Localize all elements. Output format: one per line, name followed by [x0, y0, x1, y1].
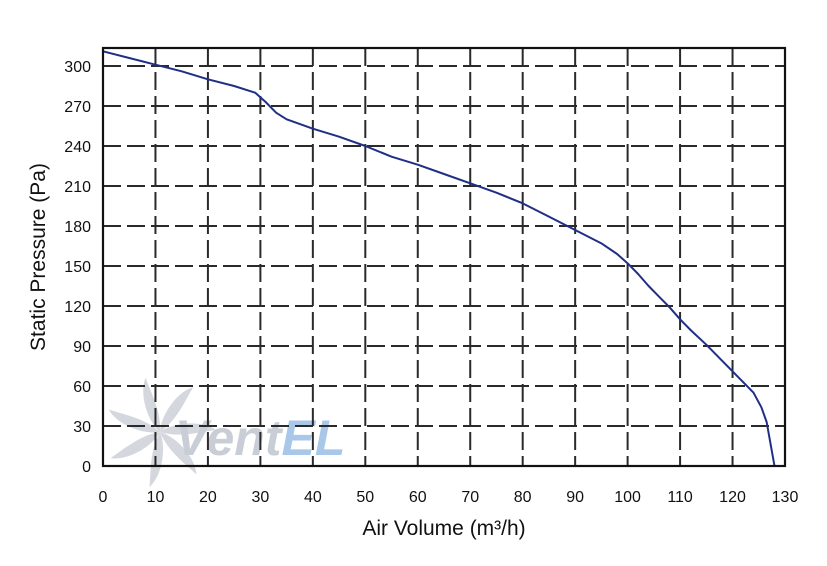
- y-axis-ticks: 0 30 60 90 120 150 180 210 240 270 300: [64, 59, 91, 476]
- x-tick-label: 0: [99, 489, 108, 506]
- watermark-fan-blade: [110, 432, 160, 459]
- y-tick-label: 0: [82, 459, 91, 476]
- watermark-text-left: Vent: [175, 410, 284, 466]
- watermark: VentEL: [108, 377, 345, 488]
- x-tick-label: 80: [514, 489, 532, 506]
- y-tick-label: 60: [73, 379, 91, 396]
- x-tick-label: 30: [251, 489, 269, 506]
- watermark-fan-logo: [108, 377, 216, 488]
- y-tick-label: 90: [73, 339, 91, 356]
- x-tick-label: 110: [667, 489, 693, 506]
- y-tick-label: 210: [64, 179, 91, 196]
- watermark-fan-blade: [108, 409, 160, 433]
- y-tick-label: 240: [64, 139, 91, 156]
- x-tick-label: 40: [304, 489, 322, 506]
- x-axis-ticks: 0 10 20 30 40 50 60 70 80 90 100 110 120 130: [99, 489, 799, 506]
- y-tick-label: 270: [64, 99, 91, 116]
- x-tick-label: 50: [356, 489, 374, 506]
- grid: [103, 48, 785, 466]
- x-tick-label: 60: [409, 489, 427, 506]
- series-line: [102, 50, 776, 467]
- x-tick-label: 120: [719, 489, 746, 506]
- y-axis-title: Static Pressure (Pa): [27, 163, 50, 351]
- y-tick-label: 300: [64, 59, 91, 76]
- x-tick-label: 90: [566, 489, 584, 506]
- y-tick-label: 150: [64, 259, 91, 276]
- watermark-fan-blade: [160, 386, 194, 432]
- plot-frame: [101, 46, 787, 468]
- y-tick-label: 120: [64, 299, 91, 316]
- x-axis-title: Air Volume (m³/h): [362, 517, 525, 540]
- series-layer: [102, 50, 776, 467]
- x-tick-label: 100: [614, 489, 641, 506]
- x-tick-label: 10: [147, 489, 165, 506]
- watermark-fan-blade: [160, 432, 197, 475]
- x-tick-label: 70: [461, 489, 479, 506]
- y-tick-label: 30: [73, 419, 91, 436]
- x-tick-label: 130: [772, 489, 799, 506]
- y-tick-label: 180: [64, 219, 91, 236]
- x-tick-label: 20: [199, 489, 217, 506]
